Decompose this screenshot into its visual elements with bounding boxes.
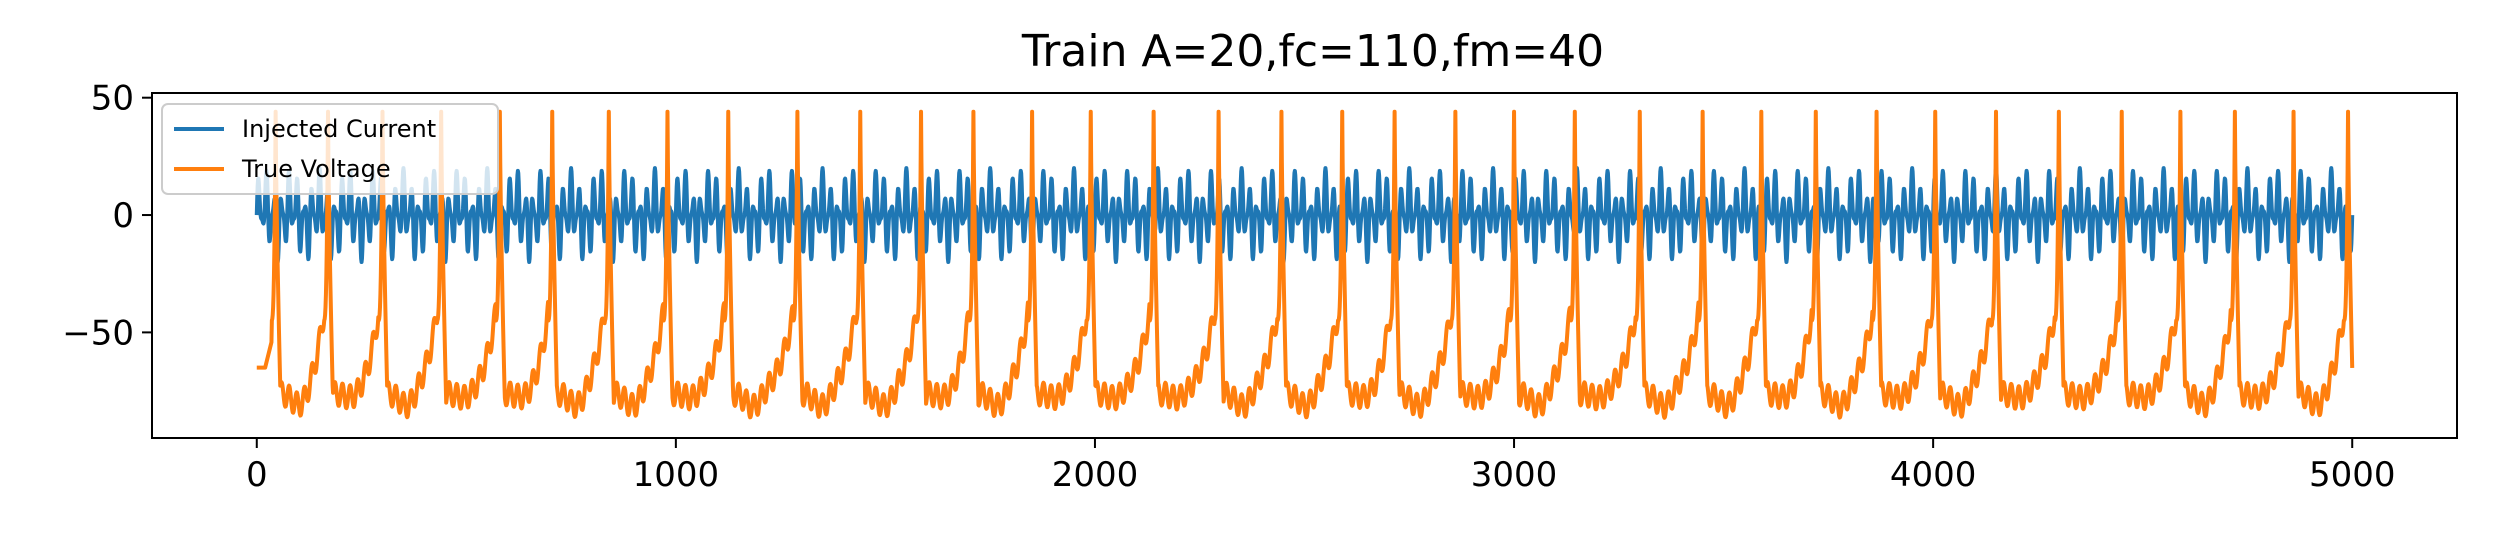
x-tick-label: 2000 <box>1052 455 1139 495</box>
x-tick-label: 5000 <box>2309 455 2396 495</box>
plot-area <box>254 109 2355 420</box>
legend-label: True Voltage <box>241 155 391 183</box>
y-tick-label: 50 <box>91 79 134 119</box>
legend: Injected Current True Voltage <box>161 103 499 195</box>
x-tick-label: 3000 <box>1471 455 1558 495</box>
chart-title: Train A=20,fc=110,fm=40 <box>1021 26 1604 77</box>
y-tick-label: 0 <box>112 196 134 236</box>
x-tick-label: 1000 <box>633 455 720 495</box>
y-tick-label: −50 <box>62 313 134 353</box>
axes: 0 1000 2000 3000 4000 5000 50 0 −50 <box>62 79 2458 495</box>
series-group <box>254 109 2355 420</box>
legend-label: Injected Current <box>242 115 436 143</box>
series-true-voltage <box>255 109 2355 420</box>
series-injected-current <box>254 166 2355 264</box>
x-tick-label: 0 <box>246 455 268 495</box>
legend-box <box>161 103 499 195</box>
x-tick-label: 4000 <box>1890 455 1977 495</box>
axes-frame <box>151 92 2458 439</box>
